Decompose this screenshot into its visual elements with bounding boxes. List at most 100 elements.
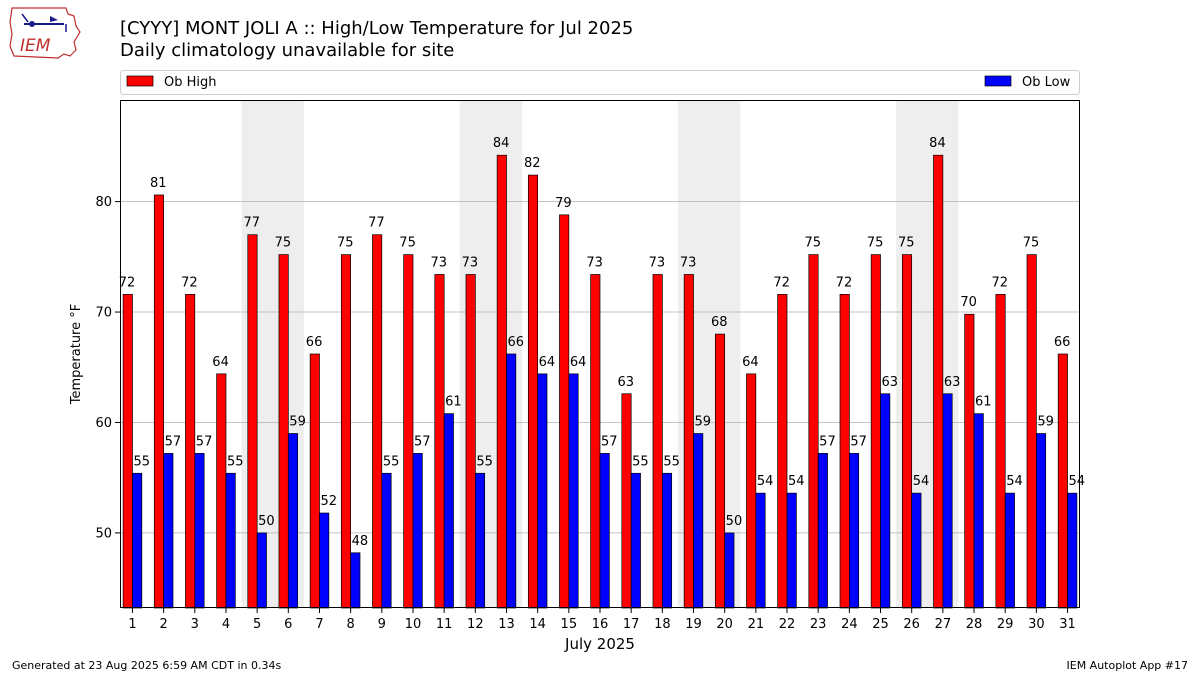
bar-low: [973, 413, 984, 609]
bar-label-high: 81: [150, 176, 167, 191]
bar-value-labels: 72 55 81 57 72 57 64 55 77 50 75 59 66 52 75 48 77 55 75 57…: [119, 136, 1085, 549]
bar-label-high: 84: [493, 136, 510, 151]
x-tick-label: 3: [191, 617, 199, 632]
bar-label-low: 55: [383, 454, 400, 469]
bar-label-high: 75: [805, 236, 822, 251]
bar-label-low: 50: [726, 514, 743, 529]
bar-label-high: 75: [275, 236, 292, 251]
bar-label-low: 50: [258, 514, 275, 529]
legend-swatch-high: [126, 75, 154, 87]
bar-label-high: 63: [617, 375, 634, 390]
bar-low: [132, 472, 143, 609]
bar-high: [995, 294, 1006, 609]
bar-label-high: 77: [368, 216, 385, 231]
bar-low: [755, 492, 766, 609]
bar-low: [350, 552, 361, 609]
bar-label-low: 55: [227, 454, 244, 469]
bar-label-low: 55: [663, 454, 680, 469]
bar-high: [434, 274, 445, 609]
x-tick-label: 2: [159, 617, 167, 632]
bar-high: [901, 254, 913, 609]
bar-label-high: 75: [898, 236, 915, 251]
bar-low: [911, 492, 922, 609]
bar-label-high: 64: [742, 355, 759, 370]
bar-label-low: 63: [882, 375, 899, 390]
bar-label-low: 59: [289, 415, 306, 430]
x-tick-label: 23: [810, 617, 827, 632]
bar-low: [786, 492, 797, 609]
bar-low: [537, 373, 548, 609]
bar-label-high: 75: [867, 236, 884, 251]
x-tick-label: 29: [997, 617, 1014, 632]
bar-low: [1036, 433, 1047, 609]
bar-label-low: 57: [165, 434, 182, 449]
bar-high: [746, 373, 757, 609]
bar-high: [933, 154, 944, 609]
x-tick-label: 19: [685, 617, 702, 632]
logo-text: IEM: [20, 36, 51, 56]
bar-label-high: 84: [929, 136, 946, 151]
bar-label-high: 75: [1023, 236, 1040, 251]
x-tick-label: 7: [315, 617, 323, 632]
bar-label-high: 66: [1054, 335, 1071, 350]
bar-label-high: 72: [836, 275, 853, 290]
bar-label-low: 64: [570, 355, 587, 370]
chart-title: [CYYY] MONT JOLI A :: High/Low Temperatu…: [120, 18, 634, 39]
bar-high: [527, 174, 539, 609]
y-tick-label: 60: [95, 416, 112, 431]
bar-label-low: 55: [133, 454, 150, 469]
bar-label-low: 54: [788, 474, 805, 489]
bar-label-high: 70: [960, 295, 977, 310]
bar-low: [661, 472, 673, 609]
bar-label-low: 54: [913, 474, 930, 489]
bar-high: [465, 274, 476, 609]
chart-subtitle: Daily climatology unavailable for site: [120, 40, 455, 61]
bar-high: [683, 274, 694, 609]
bar-low: [256, 532, 267, 609]
x-tick-label: 1: [128, 617, 136, 632]
bar-label-low: 66: [507, 335, 524, 350]
x-tick-label: 10: [405, 617, 422, 632]
bar-high: [870, 254, 881, 609]
bar-label-high: 73: [586, 255, 603, 270]
x-tick-label: 18: [654, 617, 671, 632]
bar-label-high: 75: [337, 236, 354, 251]
y-tick-label: 50: [95, 526, 112, 541]
bar-high: [185, 294, 196, 609]
bar-label-high: 73: [649, 255, 666, 270]
bar-high: [403, 254, 414, 609]
legend-label-high: Ob High: [164, 75, 217, 90]
bar-label-low: 59: [1037, 415, 1054, 430]
bar-low: [194, 453, 205, 609]
bar-label-high: 73: [430, 255, 447, 270]
bar-low: [506, 353, 517, 609]
bar-low: [225, 472, 236, 609]
bar-label-low: 48: [352, 534, 369, 549]
bar-label-low: 57: [414, 434, 431, 449]
bar-low: [163, 453, 174, 609]
bar-low: [849, 453, 860, 609]
iem-logo: IEM: [9, 7, 81, 59]
bar-label-high: 64: [212, 355, 229, 370]
bar-low: [693, 433, 704, 609]
legend-swatch-low: [984, 75, 1012, 87]
bar-label-high: 72: [773, 275, 790, 290]
bar-high: [777, 294, 788, 609]
footer-generated: Generated at 23 Aug 2025 6:59 AM CDT in …: [12, 659, 282, 672]
bar-label-low: 61: [975, 395, 992, 410]
bar-low: [942, 393, 953, 609]
x-tick-label: 8: [347, 617, 355, 632]
x-tick-label: 20: [716, 617, 733, 632]
bar-high: [714, 333, 726, 609]
x-tick-label: 24: [841, 617, 858, 632]
y-tick-label: 80: [95, 195, 112, 210]
bar-label-high: 66: [306, 335, 323, 350]
x-tick-label: 14: [529, 617, 546, 632]
bar-label-high: 68: [711, 315, 728, 330]
x-tick-label: 28: [966, 617, 983, 632]
bar-low: [1004, 492, 1015, 609]
y-tick-label: 70: [95, 306, 112, 321]
bar-low: [630, 472, 641, 609]
x-tick-label: 30: [1028, 617, 1045, 632]
